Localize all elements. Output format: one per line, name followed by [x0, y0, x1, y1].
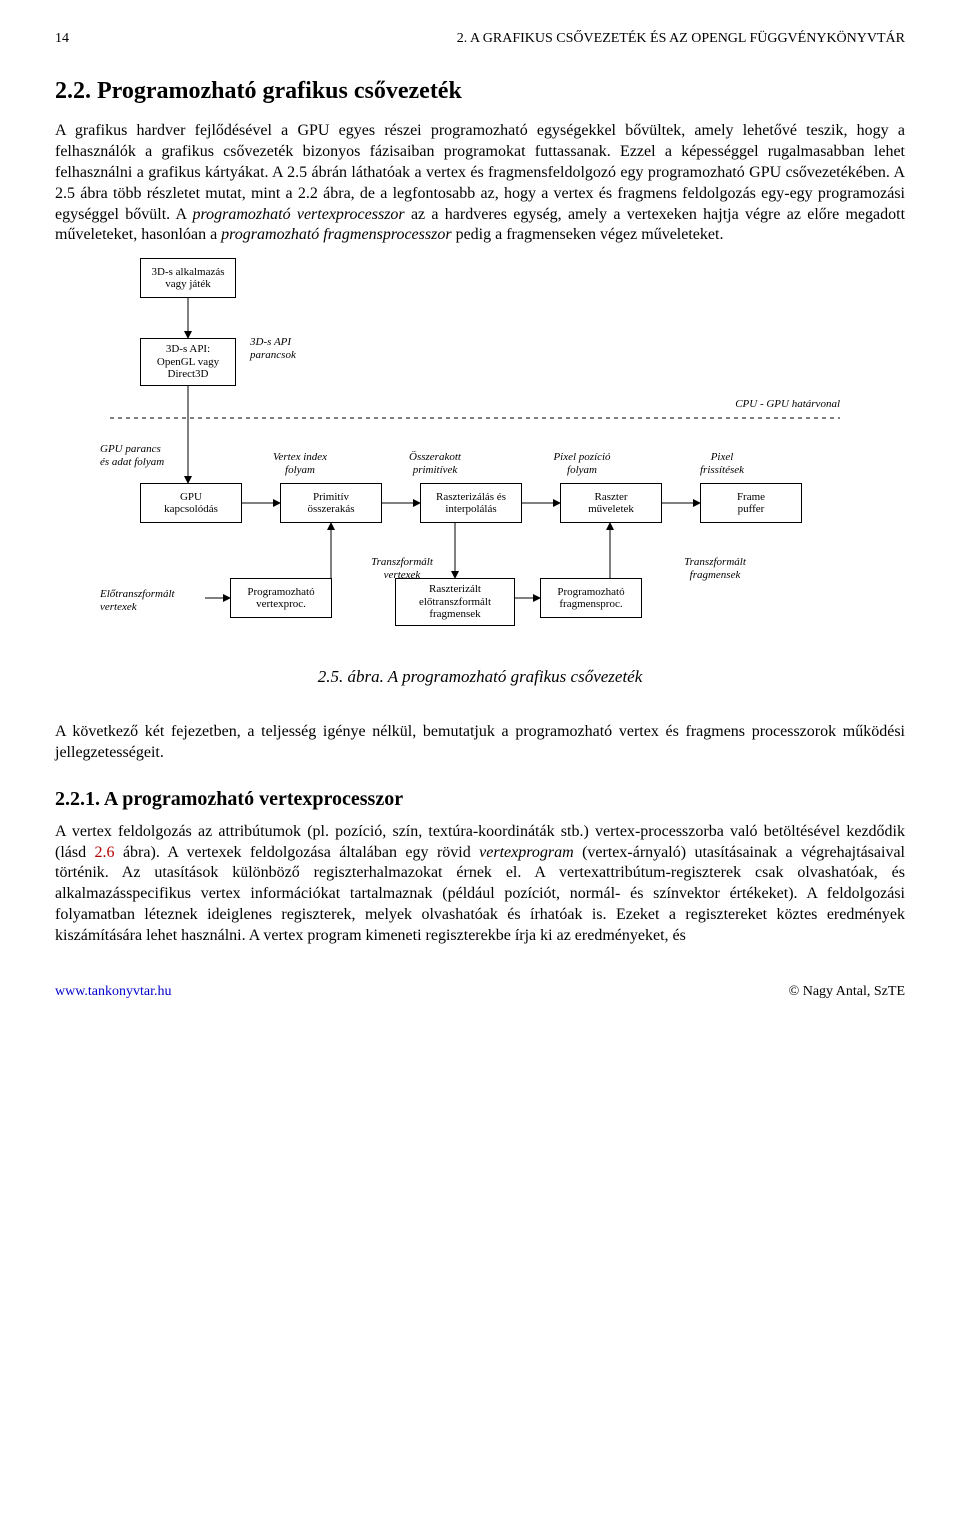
- running-title: 2. A GRAFIKUS CSŐVEZETÉK ÉS AZ OPENGL FÜ…: [457, 30, 905, 48]
- node-3d-api: 3D-s API:OpenGL vagyDirect3D: [140, 338, 236, 386]
- subsection-paragraph: A vertex feldolgozás az attribútumok (pl…: [55, 822, 905, 947]
- label-elotransz-vertexek: Előtranszformáltvertexek: [100, 588, 210, 613]
- label-cpu-gpu-boundary: CPU - GPU határvonal: [640, 398, 840, 411]
- paragraph-2: A következő két fejezetben, a teljesség …: [55, 722, 905, 764]
- footer-url: www.tankonyvtar.hu: [55, 983, 172, 1001]
- node-frame-puffer: Framepuffer: [700, 483, 802, 523]
- figure-2-5-caption: 2.5. ábra. A programozható grafikus csőv…: [55, 666, 905, 688]
- figure-2-5-pipeline-diagram: 3D-s alkalmazásvagy játék 3D-s API:OpenG…: [100, 258, 860, 658]
- section-paragraph-1: A grafikus hardver fejlődésével a GPU eg…: [55, 121, 905, 246]
- label-osszerakott: Összerakottprimitívek: [385, 451, 485, 476]
- label-gpu-parancs: GPU parancsés adat folyam: [100, 443, 200, 468]
- node-raszter-muveletek: Raszterműveletek: [560, 483, 662, 523]
- label-transz-fragmensek: Transzformáltfragmensek: [660, 556, 770, 581]
- node-raszterizalas: Raszterizálás ésinterpolálás: [420, 483, 522, 523]
- node-gpu-kapcsolodas: GPUkapcsolódás: [140, 483, 242, 523]
- label-pixel-friss: Pixelfrissítések: [672, 451, 772, 476]
- node-3d-app: 3D-s alkalmazásvagy játék: [140, 258, 236, 298]
- label-api-commands: 3D-s APIparancsok: [250, 336, 330, 361]
- node-fragmens-proc: Programozhatófragmensproc.: [540, 578, 642, 618]
- node-primitiv-osszerakas: Primitívösszerakás: [280, 483, 382, 523]
- node-vertex-proc: Programozhatóvertexproc.: [230, 578, 332, 618]
- node-raszt-elo-fragmensek: Raszterizáltelőtranszformáltfragmensek: [395, 578, 515, 626]
- section-title: 2.2. Programozható grafikus csővezeték: [55, 76, 905, 107]
- label-pixel-pozicio: Pixel pozíciófolyam: [532, 451, 632, 476]
- page-number: 14: [55, 30, 69, 48]
- label-vertex-index: Vertex indexfolyam: [250, 451, 350, 476]
- figure-2-6-ref: 2.6: [95, 844, 115, 861]
- subsection-title: 2.2.1. A programozható vertexprocesszor: [55, 786, 905, 812]
- footer-owner: © Nagy Antal, SzTE: [789, 983, 905, 1001]
